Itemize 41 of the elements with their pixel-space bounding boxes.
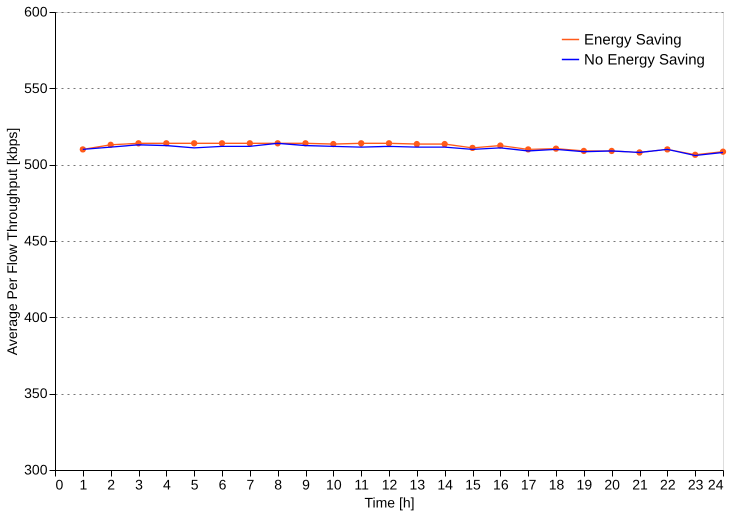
- y-axis-title: Average Per Flow Throughput [kbps]: [4, 128, 20, 356]
- x-tick-label: 21: [632, 476, 648, 492]
- y-tick-label: 350: [24, 385, 48, 402]
- x-tick-label: 15: [465, 476, 481, 492]
- x-tick-label: 19: [576, 476, 592, 492]
- x-tick-label: 10: [326, 476, 342, 492]
- x-tick-label: 9: [302, 476, 310, 492]
- x-tick-label: 14: [437, 476, 454, 492]
- point: [414, 140, 420, 148]
- x-tick-label: 0: [56, 476, 64, 492]
- x-tick-label: 11: [354, 476, 370, 492]
- y-tick-label: 600: [24, 4, 48, 20]
- x-tick-label: 24: [708, 476, 724, 492]
- x-tick-label: 1: [79, 476, 88, 492]
- legend-label: No Energy Saving: [584, 52, 705, 68]
- x-tick-label: 7: [246, 476, 254, 492]
- point: [442, 140, 448, 148]
- x-tick-label: 13: [410, 476, 426, 492]
- x-tick-label: 12: [382, 476, 398, 492]
- x-tick-label: 16: [493, 476, 509, 492]
- x-tick-label: 4: [162, 476, 171, 492]
- legend-label: Energy Saving: [584, 32, 682, 48]
- point: [191, 140, 198, 146]
- x-tick-label: 23: [688, 476, 704, 492]
- point: [218, 140, 226, 146]
- x-tick-label: 22: [660, 476, 676, 492]
- x-axis-title: Time [h]: [364, 494, 415, 510]
- y-tick-label: 500: [24, 156, 48, 172]
- y-tick-label: 550: [24, 80, 48, 96]
- x-tick-label: 17: [520, 476, 537, 492]
- x-tick-label: 5: [190, 476, 199, 492]
- x-tick-label: 20: [604, 476, 620, 492]
- x-tick-label: 18: [548, 476, 564, 492]
- y-tick-label: 400: [24, 308, 48, 325]
- x-tick-label: 3: [135, 476, 144, 492]
- x-tick-label: 8: [274, 476, 282, 492]
- y-tick-label: 300: [24, 462, 48, 478]
- x-tick-label: 6: [218, 476, 227, 492]
- y-tick-label: 450: [24, 232, 48, 248]
- x-tick-label: 2: [107, 476, 116, 492]
- point: [358, 140, 364, 146]
